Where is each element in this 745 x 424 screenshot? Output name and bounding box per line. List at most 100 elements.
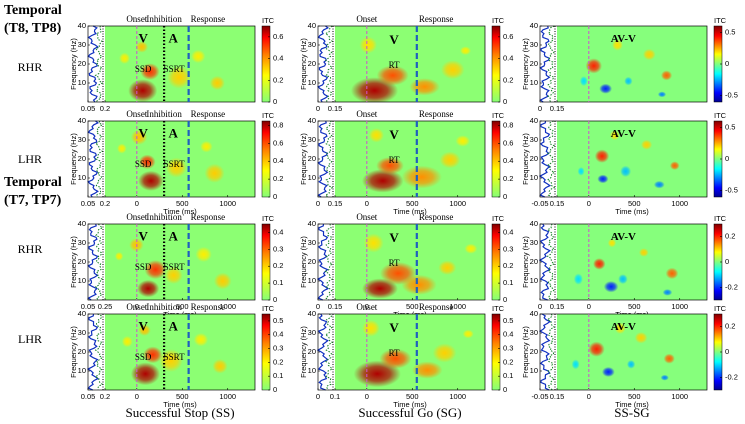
x-tick-label: 0 <box>365 302 369 311</box>
heatmap-bg <box>557 314 707 390</box>
x-tick-label: 500 <box>406 199 419 208</box>
y-tick-label: 30 <box>530 328 538 337</box>
colorbar-tick-label: 0 <box>503 192 507 201</box>
heatmap-blob <box>640 139 653 150</box>
annotation: RT <box>389 348 400 358</box>
colorbar-tick-label: 0 <box>273 385 277 394</box>
heatmap-blob <box>117 143 127 154</box>
annotation: SSRT <box>164 64 185 74</box>
colorbar-tick-label: 0.8 <box>503 120 513 129</box>
heatmap <box>105 26 255 102</box>
y-tick-label: 20 <box>530 347 538 356</box>
colorbar-tick-label: -0.2 <box>725 372 738 381</box>
y-tick-label: 20 <box>78 59 86 68</box>
trace-tick-label: 0.1 <box>330 392 340 401</box>
heatmap-blob <box>612 39 623 51</box>
event-label: Inhibition <box>146 14 182 24</box>
annotation: AV-V <box>611 33 636 45</box>
event-label: Onset <box>356 14 377 24</box>
trace-sg <box>94 120 104 198</box>
annotation: SSRT <box>164 352 185 362</box>
colorbar <box>261 313 271 391</box>
y-tick-label: 10 <box>78 173 86 182</box>
heatmap-blob <box>138 154 156 170</box>
y-axis-label: Frequency (Hz) <box>521 326 530 378</box>
trace-sg <box>94 313 104 391</box>
trace-sg <box>547 25 555 103</box>
y-tick-label: 10 <box>308 366 316 375</box>
y-tick-label: 40 <box>308 309 316 318</box>
heatmap-blob <box>662 289 673 296</box>
heatmap <box>557 121 707 197</box>
y-tick-label: 20 <box>78 347 86 356</box>
y-tick-label: 30 <box>308 135 316 144</box>
y-tick-label: 30 <box>308 40 316 49</box>
heatmap-blob <box>401 274 437 295</box>
heatmap-blob <box>439 151 461 169</box>
trace-tick-label: 0.15 <box>328 302 343 311</box>
y-tick-label: 30 <box>78 238 86 247</box>
heatmap-blob <box>579 76 588 87</box>
y-tick-label: 10 <box>530 366 538 375</box>
event-label: Response <box>419 212 454 222</box>
colorbar-tick-label: 0.2 <box>503 75 513 84</box>
heatmap <box>335 314 485 390</box>
colorbar-tick-label: 0.4 <box>503 54 513 63</box>
y-tick-label: 20 <box>530 257 538 266</box>
heatmap-blob <box>657 91 667 98</box>
trace-ss <box>538 223 551 301</box>
heatmap-bg <box>557 224 707 300</box>
heatmap-blob <box>620 165 632 178</box>
heatmap-blob <box>585 58 602 74</box>
heatmap <box>335 121 485 197</box>
heatmap-blob <box>200 140 213 153</box>
trace-ss <box>538 313 552 391</box>
colorbar <box>261 120 271 198</box>
heatmap-blob <box>213 272 232 290</box>
heatmap <box>105 314 255 390</box>
colorbar-tick-label: 0.1 <box>503 371 513 380</box>
heatmap-blob <box>119 52 130 64</box>
y-axis-label: Frequency (Hz) <box>69 236 78 288</box>
heatmap-blob <box>130 129 148 145</box>
x-axis-label: Time (ms) <box>615 207 649 216</box>
colorbar-tick-label: 0.2 <box>503 261 513 270</box>
annotation: A <box>168 228 178 243</box>
heatmap-blob <box>624 76 633 86</box>
colorbar-label: ITC <box>714 304 727 313</box>
colorbar <box>261 25 271 103</box>
trace-sg <box>324 313 334 391</box>
event-label: Response <box>419 14 454 24</box>
y-tick-label: 30 <box>308 328 316 337</box>
heatmap-blob <box>144 260 167 280</box>
annotation: V <box>389 32 399 47</box>
heatmap-blob <box>368 128 384 143</box>
colorbar-tick-label: 0.4 <box>273 227 283 236</box>
y-tick-label: 40 <box>530 219 538 228</box>
trace-tick-label: 0 <box>316 392 320 401</box>
y-tick-label: 20 <box>78 257 86 266</box>
annotation: V <box>138 318 148 333</box>
annotation: A <box>168 125 178 140</box>
annotation: SSRT <box>164 159 185 169</box>
colorbar-tick-label: 0.8 <box>273 120 283 129</box>
y-tick-label: 10 <box>308 173 316 182</box>
colorbar <box>491 313 501 391</box>
heatmap-blob <box>609 130 620 141</box>
heatmap-blob <box>376 156 404 175</box>
trace-tick-label: 0.25 <box>98 302 113 311</box>
colorbar-tick-label: 0.3 <box>273 344 283 353</box>
heatmap-blob <box>362 319 380 337</box>
colorbar <box>491 25 501 103</box>
trace-tick-label: 0.05 <box>81 104 96 113</box>
y-tick-label: 10 <box>530 78 538 87</box>
annotation: SSD <box>135 262 152 272</box>
trace-sg <box>546 120 556 198</box>
x-tick-label: 1000 <box>219 302 236 311</box>
colorbar-tick-label: 0.2 <box>725 232 735 241</box>
y-axis-label: Frequency (Hz) <box>521 38 530 90</box>
trace-ss <box>538 120 552 198</box>
